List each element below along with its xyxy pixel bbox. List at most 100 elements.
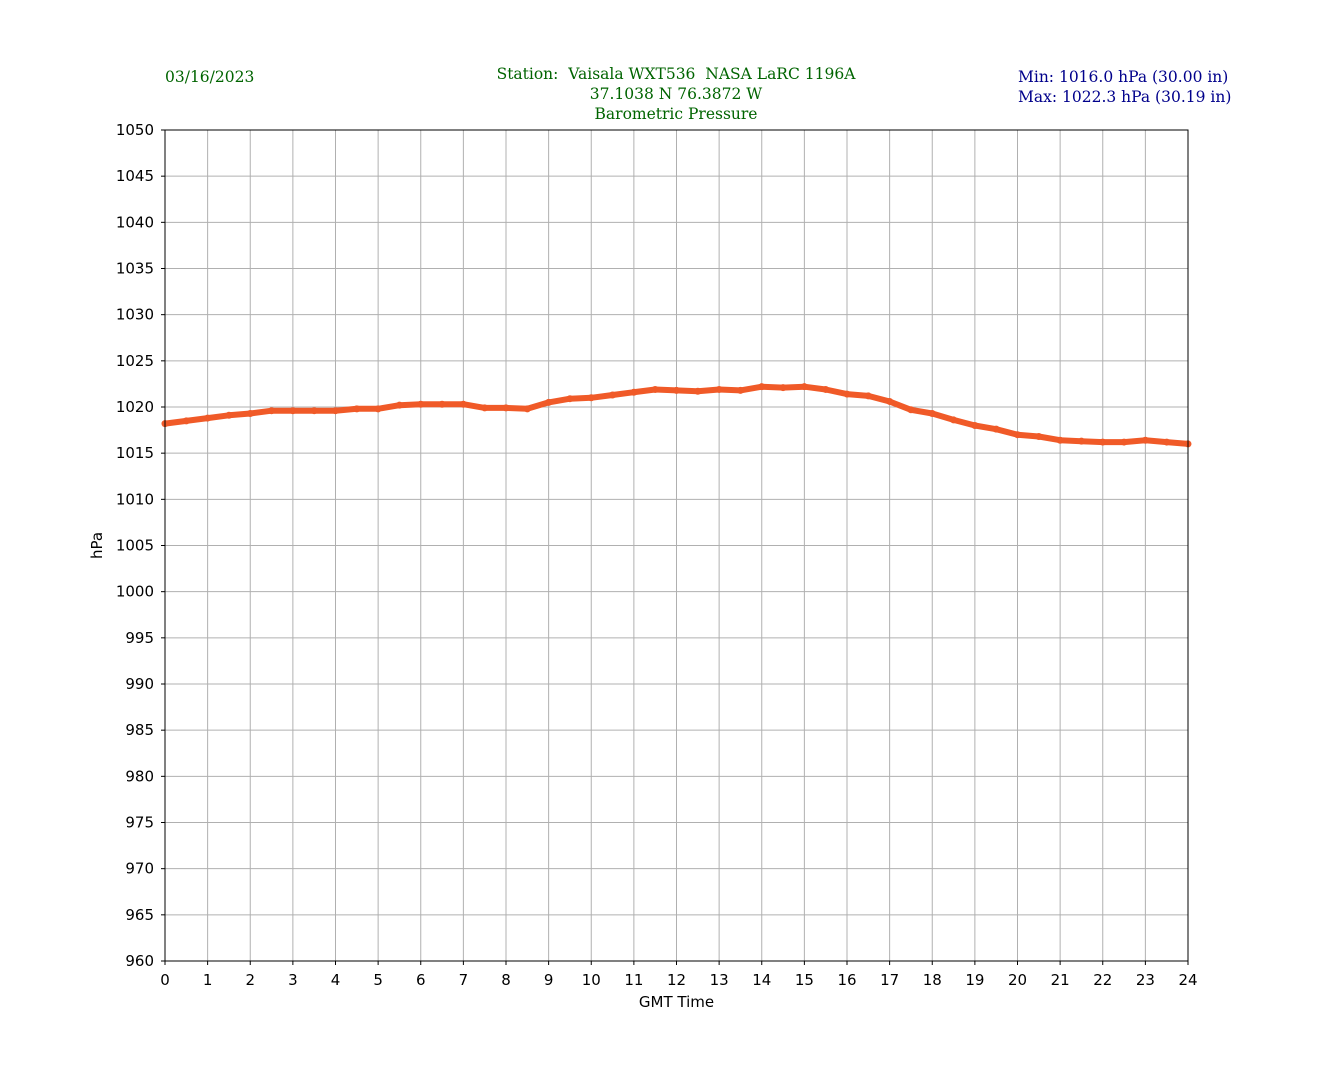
data-point [502,404,510,412]
data-point [459,400,467,408]
y-tick-label: 1010 [116,490,154,508]
date-label: 03/16/2023 [165,68,255,86]
y-tick-label: 985 [125,721,154,739]
y-tick-label: 960 [125,952,154,970]
data-point [545,398,553,406]
y-tick-label: 995 [125,629,154,647]
data-point [630,388,638,396]
x-tick-label: 14 [752,971,771,989]
x-tick-label: 16 [837,971,856,989]
data-point [374,405,382,413]
data-point [289,407,297,415]
x-tick-label: 23 [1136,971,1155,989]
y-tick-label: 1020 [116,398,154,416]
y-tick-label: 1000 [116,583,154,601]
data-point [800,383,808,391]
y-tick-label: 990 [125,675,154,693]
data-point [907,406,915,414]
data-point [694,387,702,395]
y-tick-label: 980 [125,767,154,785]
y-tick-label: 1040 [116,213,154,231]
data-point [1163,438,1171,446]
data-point [523,405,531,413]
x-tick-label: 8 [501,971,511,989]
data-point [609,391,617,399]
x-tick-label: 15 [795,971,814,989]
data-point [673,386,680,394]
data-point [1056,436,1064,444]
y-tick-label: 975 [125,814,154,832]
x-tick-label: 20 [1008,971,1027,989]
x-tick-label: 7 [459,971,469,989]
data-point [715,385,723,393]
x-tick-label: 22 [1093,971,1112,989]
station-line: Station: Vaisala WXT536 NASA LaRC 1196A [496,65,856,83]
data-point [864,392,872,400]
data-point [204,414,212,422]
y-tick-label: 1005 [116,537,154,555]
data-point [566,395,574,403]
x-tick-label: 2 [245,971,255,989]
data-point [992,425,1000,433]
data-point [822,385,830,393]
data-point [1014,431,1021,439]
coords-line: 37.1038 N 76.3872 W [589,85,763,103]
x-tick-label: 0 [160,971,170,989]
y-tick-label: 1050 [116,121,154,139]
data-point [950,416,958,424]
y-tick-label: 965 [125,906,154,924]
grid-lines [164,129,1189,962]
data-point [1120,438,1128,446]
data-point [481,404,489,412]
x-tick-label: 4 [331,971,341,989]
max-line: Max: 1022.3 hPa (30.19 in) [1018,88,1232,106]
x-tick-label: 3 [288,971,298,989]
x-axis-label: GMT Time [639,993,714,1011]
min-line: Min: 1016.0 hPa (30.00 in) [1018,68,1229,86]
data-point [395,401,403,409]
x-tick-label: 17 [880,971,899,989]
x-tick-label: 12 [667,971,686,989]
data-point [928,409,936,417]
y-tick-label: 970 [125,860,154,878]
data-point [779,384,787,392]
x-tick-label: 21 [1051,971,1070,989]
data-point [843,390,851,398]
data-point [1141,436,1149,444]
x-tick-label: 24 [1178,971,1197,989]
x-tick-label: 13 [710,971,729,989]
x-tick-label: 9 [544,971,554,989]
x-tick-label: 6 [416,971,426,989]
data-point [353,405,361,413]
chart-title-block: Station: Vaisala WXT536 NASA LaRC 1196A … [476,64,876,124]
data-point [587,394,595,402]
data-point [1099,438,1107,446]
y-tick-label: 1015 [116,444,154,462]
data-point [438,400,446,408]
data-point [651,385,659,393]
y-tick-label: 1030 [116,306,154,324]
x-tick-label: 11 [624,971,643,989]
y-axis-label: hPa [88,532,106,559]
data-point [758,383,766,391]
data-point [886,397,894,405]
x-tick-label: 5 [373,971,383,989]
y-tick-label: 1025 [116,352,154,370]
data-point [1077,437,1085,445]
data-point [417,400,425,408]
tick-layer: 0 1 2 3 4 5 6 7 8 9 10 11 12 13 14 15 16 17 18 19 20 21 22 23 24… [116,121,1198,989]
data-point [225,411,233,419]
subtitle-line: Barometric Pressure [594,105,758,123]
data-point [971,421,979,429]
x-tick-label: 1 [203,971,213,989]
series-layer [161,383,1192,448]
x-tick-label: 10 [582,971,601,989]
data-point [310,407,318,415]
x-tick-label: 18 [923,971,942,989]
data-point [182,417,190,425]
data-point [332,407,339,415]
x-tick-label: 19 [965,971,984,989]
data-point [736,386,744,394]
data-point [246,409,254,417]
